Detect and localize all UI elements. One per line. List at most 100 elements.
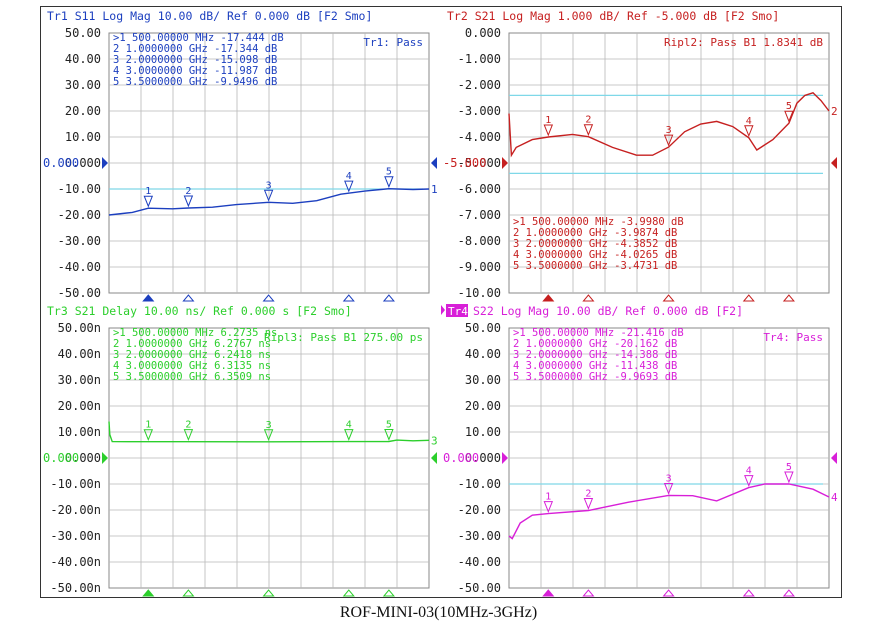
- reference-pointer-right[interactable]: [431, 157, 437, 169]
- trace-title[interactable]: S22 Log Mag 10.00 dB/ Ref 0.000 dB [F2]: [473, 304, 743, 318]
- stimulus-marker-triangle[interactable]: [742, 294, 755, 302]
- reference-pointer-left[interactable]: [502, 452, 508, 464]
- marker-readout-row: 4 3.0000000 GHz 6.3135 ns: [113, 360, 271, 372]
- marker-symbol[interactable]: [384, 176, 394, 189]
- trace-title[interactable]: Tr3 S21 Delay 10.00 ns/ Ref 0.000 s [F2 …: [47, 304, 352, 318]
- y-tick-label: 10.00n: [58, 425, 101, 439]
- reference-pointer-right[interactable]: [831, 452, 837, 464]
- marker-symbol[interactable]: [384, 428, 394, 441]
- marker-symbol[interactable]: [583, 498, 594, 510]
- y-tick-label: -3.000: [458, 104, 501, 118]
- marker-readout-row: 4 3.0000000 GHz -4.0265 dB: [513, 249, 677, 261]
- y-tick-label: -2.000: [458, 78, 501, 92]
- stimulus-marker-triangle[interactable]: [142, 294, 155, 302]
- stimulus-marker-triangle[interactable]: [262, 294, 275, 302]
- y-tick-label: 30.00: [65, 78, 101, 92]
- y-tick-label: 0.000: [465, 451, 501, 465]
- stimulus-marker-triangle[interactable]: [782, 294, 795, 302]
- marker-readout-row: 3 2.0000000 GHz -14.388 dB: [513, 349, 677, 361]
- stimulus-marker-triangle[interactable]: [542, 294, 555, 302]
- active-trace-badge[interactable]: [446, 304, 468, 317]
- stimulus-marker-triangle[interactable]: [262, 589, 275, 597]
- figure-caption: ROF-MINI-03(10MHz-3GHz): [339, 604, 538, 621]
- marker-readout-row: 2 1.0000000 GHz -3.9874 dB: [513, 227, 677, 239]
- marker-symbol[interactable]: [183, 195, 194, 208]
- y-tick-label: 40.00: [65, 52, 101, 66]
- marker-label: 5: [786, 101, 792, 112]
- y-tick-label: 50.00: [65, 26, 101, 40]
- stimulus-marker-triangle[interactable]: [342, 589, 355, 597]
- stimulus-marker-triangle[interactable]: [782, 589, 795, 597]
- marker-symbol[interactable]: [263, 189, 274, 202]
- marker-symbol[interactable]: [543, 501, 554, 513]
- marker-label: 2: [585, 115, 591, 126]
- y-tick-label: -10.00: [458, 286, 501, 300]
- tr3-plot: Tr3 S21 Delay 10.00 ns/ Ref 0.000 s [F2 …: [43, 304, 438, 597]
- measurement-trace: [508, 483, 830, 540]
- marker-symbol[interactable]: [784, 471, 794, 484]
- reference-pointer-left[interactable]: [502, 157, 508, 169]
- marker-symbol[interactable]: [744, 475, 754, 487]
- stimulus-marker-triangle[interactable]: [662, 294, 675, 302]
- trace-title[interactable]: Tr1 S11 Log Mag 10.00 dB/ Ref 0.000 dB […: [47, 9, 372, 23]
- y-tick-label: -10.00: [58, 182, 101, 196]
- marker-symbol[interactable]: [344, 429, 354, 441]
- marker-symbol[interactable]: [784, 110, 794, 123]
- y-tick-label: 20.00: [65, 104, 101, 118]
- y-tick-label: -30.00: [458, 529, 501, 543]
- stimulus-marker-triangle[interactable]: [582, 589, 595, 597]
- marker-symbol[interactable]: [744, 125, 754, 138]
- active-trace-indicator: [441, 305, 445, 315]
- stimulus-marker-triangle[interactable]: [182, 589, 195, 597]
- stimulus-marker-triangle[interactable]: [382, 294, 395, 302]
- y-tick-label: 50.00n: [58, 321, 101, 335]
- marker-label: 1: [145, 186, 151, 197]
- stimulus-marker-triangle[interactable]: [582, 294, 595, 302]
- trace-panel-tr2[interactable]: Tr2 S21 Log Mag 1.000 dB/ Ref -5.000 dB …: [441, 7, 841, 302]
- marker-symbol[interactable]: [344, 180, 354, 193]
- stimulus-marker-triangle[interactable]: [542, 589, 555, 597]
- stimulus-marker-triangle[interactable]: [182, 294, 195, 302]
- measurement-trace: [108, 187, 430, 216]
- y-tick-label: -40.00: [458, 555, 501, 569]
- marker-readout-row: >1 500.00000 MHz -17.444 dB: [113, 32, 284, 44]
- stimulus-marker-triangle[interactable]: [382, 589, 395, 597]
- marker-symbol[interactable]: [143, 195, 154, 208]
- reference-pointer-left[interactable]: [102, 452, 108, 464]
- stimulus-marker-triangle[interactable]: [742, 589, 755, 597]
- reference-value: 0.000: [43, 156, 79, 170]
- trace-panel-tr3[interactable]: Tr3 S21 Delay 10.00 ns/ Ref 0.000 s [F2 …: [41, 302, 441, 597]
- marker-label: 3: [266, 420, 272, 431]
- marker-symbol[interactable]: [663, 482, 674, 495]
- marker-symbol[interactable]: [543, 124, 554, 137]
- trace-panel-tr4[interactable]: Tr4 S22 Log Mag 10.00 dB/ Ref 0.000 dB [F…: [441, 302, 841, 597]
- marker-readout-row: 4 3.0000000 GHz -11.987 dB: [113, 65, 277, 77]
- marker-readout-row: 5 3.5000000 GHz -9.9496 dB: [113, 76, 277, 88]
- y-tick-label: 50.00: [465, 321, 501, 335]
- marker-symbol[interactable]: [183, 429, 194, 442]
- marker-symbol[interactable]: [263, 429, 274, 442]
- trace-title[interactable]: Tr2 S21 Log Mag 1.000 dB/ Ref -5.000 dB …: [447, 9, 779, 23]
- reference-value: -5.000: [443, 156, 486, 170]
- marker-symbol[interactable]: [143, 429, 154, 442]
- reference-pointer-right[interactable]: [831, 157, 837, 169]
- y-tick-label: 40.00: [465, 347, 501, 361]
- y-tick-label: 10.00: [65, 130, 101, 144]
- marker-symbol[interactable]: [663, 134, 674, 147]
- marker-readout-row: >1 500.00000 MHz -21.416 dB: [513, 327, 684, 339]
- y-tick-label: -10.00: [458, 477, 501, 491]
- measurement-trace: [108, 421, 430, 443]
- reference-pointer-right[interactable]: [431, 452, 437, 464]
- trace-panel-tr1[interactable]: Tr1 S11 Log Mag 10.00 dB/ Ref 0.000 dB […: [41, 7, 441, 302]
- reference-pointer-left[interactable]: [102, 157, 108, 169]
- trace-end-label: 1: [431, 183, 438, 196]
- marker-readout-row: >1 500.00000 MHz 6.2735 ns: [113, 327, 277, 339]
- tr2-plot: Tr2 S21 Log Mag 1.000 dB/ Ref -5.000 dB …: [443, 9, 838, 302]
- stimulus-marker-triangle[interactable]: [662, 589, 675, 597]
- marker-symbol[interactable]: [583, 124, 594, 137]
- marker-readout-row: 2 1.0000000 GHz -17.344 dB: [113, 43, 277, 55]
- stimulus-marker-triangle[interactable]: [142, 589, 155, 597]
- stimulus-marker-triangle[interactable]: [342, 294, 355, 302]
- marker-label: 1: [145, 420, 151, 431]
- marker-label: 4: [746, 116, 752, 127]
